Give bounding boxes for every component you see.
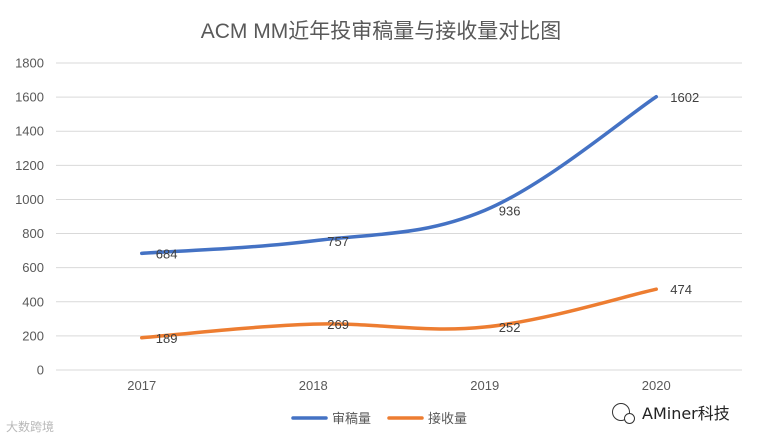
data-label: 474 xyxy=(670,282,692,297)
chart-title: ACM MM近年投审稿量与接收量对比图 xyxy=(201,20,562,43)
series-line-2 xyxy=(140,287,658,340)
data-label: 252 xyxy=(499,320,521,335)
wechat-icon xyxy=(612,403,635,424)
y-tick-label: 0 xyxy=(37,363,44,378)
y-tick-label: 1400 xyxy=(15,124,44,139)
series-lines xyxy=(140,95,658,340)
watermark-right: AMiner科技 xyxy=(612,400,730,424)
watermark-right-text: AMiner科技 xyxy=(642,404,730,423)
watermark-left-text: 大数跨境 xyxy=(6,420,55,434)
x-tick-label: 2017 xyxy=(127,378,156,393)
y-axis-ticks: 0 200 400 600 800 1000 1200 1400 1600 1800 xyxy=(15,56,44,378)
y-tick-label: 200 xyxy=(22,328,44,343)
legend-label-1: 审稿量 xyxy=(332,411,371,426)
x-axis-ticks: 2017 2018 2019 2020 xyxy=(127,378,670,393)
data-label: 269 xyxy=(327,317,349,332)
y-tick-label: 1800 xyxy=(15,56,44,71)
x-tick-label: 2018 xyxy=(299,378,328,393)
watermark-left: 大数跨境 xyxy=(6,418,54,435)
y-tick-label: 1000 xyxy=(15,192,44,207)
data-label: 189 xyxy=(156,331,178,346)
x-tick-label: 2020 xyxy=(642,378,671,393)
series-line-1 xyxy=(140,95,658,256)
data-labels: 684 757 936 1602 189 269 252 474 xyxy=(156,90,699,346)
x-tick-label: 2019 xyxy=(470,378,499,393)
y-tick-label: 1600 xyxy=(15,90,44,105)
legend-label-2: 接收量 xyxy=(428,411,467,426)
data-label: 757 xyxy=(327,234,349,249)
y-tick-label: 400 xyxy=(22,294,44,309)
legend: 审稿量 接收量 xyxy=(291,411,467,426)
data-label: 936 xyxy=(499,203,521,218)
y-tick-label: 1200 xyxy=(15,158,44,173)
data-label: 1602 xyxy=(670,90,699,105)
y-tick-label: 600 xyxy=(22,260,44,275)
y-tick-label: 800 xyxy=(22,226,44,241)
data-label: 684 xyxy=(156,246,178,261)
